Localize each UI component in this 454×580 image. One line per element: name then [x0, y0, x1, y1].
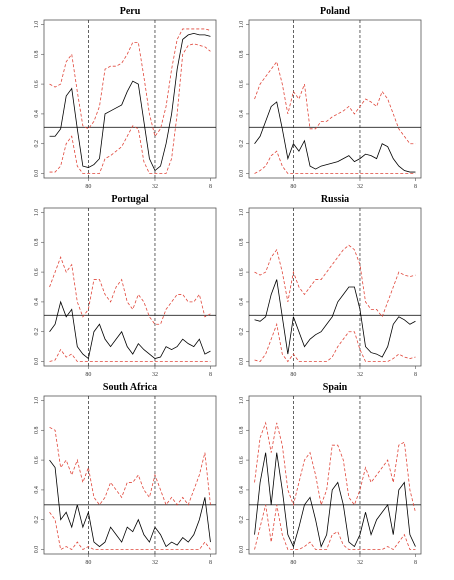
- x-tick-label: 8: [414, 560, 417, 566]
- plot-frame: [248, 395, 422, 555]
- x-tick-label: 80: [85, 184, 91, 190]
- panel-title: Poland: [320, 6, 350, 17]
- series-line: [49, 28, 211, 138]
- x-tick-label: 32: [357, 372, 363, 378]
- panel-title: South Africa: [103, 382, 157, 393]
- series-line: [49, 300, 211, 360]
- y-tick-label: 0.8: [239, 427, 245, 435]
- y-tick-label: 0.2: [34, 516, 40, 524]
- series-line: [254, 150, 416, 174]
- x-tick-label: 32: [152, 184, 158, 190]
- series-line: [49, 43, 211, 174]
- series-line: [254, 421, 416, 513]
- y-tick-label: 0.6: [239, 268, 245, 276]
- panel-title: Portugal: [111, 194, 148, 205]
- series-line: [254, 279, 416, 358]
- y-tick-label: 0.4: [239, 486, 245, 494]
- y-tick-label: 1.0: [239, 21, 245, 29]
- y-tick-label: 0.6: [34, 268, 40, 276]
- x-tick-label: 80: [85, 372, 91, 378]
- y-tick-label: 0.2: [34, 328, 40, 336]
- x-tick-label: 32: [152, 560, 158, 566]
- plot-frame: [248, 19, 422, 179]
- y-tick-label: 1.0: [239, 209, 245, 217]
- plot-frame: [43, 207, 217, 367]
- panel-title: Peru: [120, 6, 141, 17]
- y-tick-label: 0.2: [239, 140, 245, 148]
- y-tick-label: 0.4: [34, 110, 40, 118]
- y-tick-label: 0.2: [239, 516, 245, 524]
- y-tick-label: 0.6: [239, 456, 245, 464]
- series-line: [49, 33, 211, 172]
- x-tick-label: 32: [152, 372, 158, 378]
- series-line: [254, 452, 416, 548]
- x-tick-label: 8: [414, 184, 417, 190]
- y-tick-label: 0.0: [34, 358, 40, 366]
- series-line: [254, 504, 416, 551]
- series-line: [254, 60, 416, 145]
- plot-frame: [248, 207, 422, 367]
- y-tick-label: 0.0: [239, 170, 245, 178]
- series-line: [254, 322, 416, 363]
- x-tick-label: 8: [209, 560, 212, 566]
- x-tick-label: 80: [290, 372, 296, 378]
- y-tick-label: 0.4: [34, 298, 40, 306]
- y-tick-label: 0.0: [239, 546, 245, 554]
- plot-frame: [43, 395, 217, 555]
- y-tick-label: 0.4: [239, 298, 245, 306]
- y-tick-label: 0.8: [239, 239, 245, 247]
- y-tick-label: 0.4: [239, 110, 245, 118]
- panel-title: Russia: [321, 194, 349, 205]
- x-tick-label: 80: [290, 184, 296, 190]
- y-tick-label: 0.8: [34, 239, 40, 247]
- series-line: [49, 256, 211, 325]
- series-line: [254, 101, 416, 173]
- x-tick-label: 32: [357, 560, 363, 566]
- x-tick-label: 8: [209, 184, 212, 190]
- series-line: [49, 459, 211, 548]
- x-tick-label: 8: [414, 372, 417, 378]
- y-tick-label: 0.6: [239, 80, 245, 88]
- x-tick-label: 80: [85, 560, 91, 566]
- y-tick-label: 0.0: [34, 546, 40, 554]
- y-tick-label: 0.6: [34, 456, 40, 464]
- y-tick-label: 0.4: [34, 486, 40, 494]
- y-tick-label: 0.2: [34, 140, 40, 148]
- series-line: [49, 348, 211, 362]
- y-tick-label: 1.0: [239, 397, 245, 405]
- y-tick-label: 1.0: [34, 397, 40, 405]
- x-tick-label: 80: [290, 560, 296, 566]
- y-tick-label: 0.8: [34, 427, 40, 435]
- series-line: [254, 244, 416, 318]
- x-tick-label: 8: [209, 372, 212, 378]
- y-tick-label: 0.8: [239, 51, 245, 59]
- y-tick-label: 0.8: [34, 51, 40, 59]
- y-tick-label: 0.6: [34, 80, 40, 88]
- series-line: [49, 426, 211, 506]
- x-tick-label: 32: [357, 184, 363, 190]
- y-tick-label: 1.0: [34, 209, 40, 217]
- panel-title: Spain: [323, 382, 348, 393]
- y-tick-label: 0.2: [239, 328, 245, 336]
- plot-frame: [43, 19, 217, 179]
- y-tick-label: 1.0: [34, 21, 40, 29]
- y-tick-label: 0.0: [239, 358, 245, 366]
- y-tick-label: 0.0: [34, 170, 40, 178]
